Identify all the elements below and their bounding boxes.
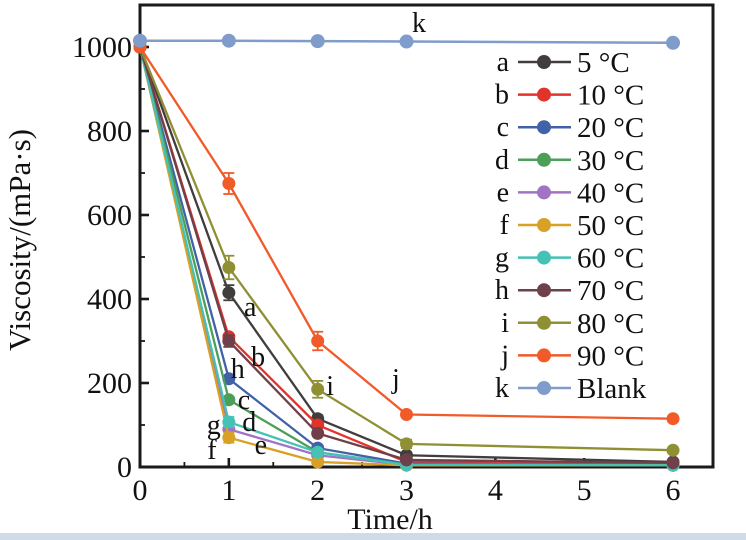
y-tick-label-400: 400 [87, 283, 132, 316]
legend-marker-a [537, 55, 551, 69]
legend-row-g: g 60 °C [495, 243, 644, 275]
legend-marker-b [537, 87, 551, 102]
legend-letter-a: a [497, 47, 510, 78]
x-tick-label-4: 4 [488, 474, 503, 507]
x-tick-label-2: 2 [310, 474, 325, 507]
legend-letter-k: k [495, 373, 509, 404]
marker-i-2 [311, 382, 325, 396]
marker-i-1 [222, 261, 236, 274]
legend-letter-j: j [500, 340, 509, 371]
x-axis-title: Time/h [347, 503, 433, 536]
legend-label-b: 10 °C [577, 80, 644, 112]
marker-j-2 [311, 334, 325, 348]
legend-letter-b: b [495, 80, 509, 111]
legend-row-d: d 30 °C [495, 145, 644, 177]
marker-k-2 [310, 34, 325, 49]
legend-row-b: b 10 °C [495, 80, 644, 112]
marker-k-3 [399, 34, 414, 49]
marker-h-3 [400, 453, 414, 467]
series-letter-g: g [207, 410, 221, 441]
plot-frame [138, 3, 715, 469]
legend-letter-f: f [500, 210, 510, 241]
marker-g-2 [311, 445, 325, 459]
legend-label-k: Blank [577, 373, 647, 405]
marker-h-1 [222, 334, 236, 348]
series-letter-b: b [251, 342, 265, 373]
marker-d-1 [222, 393, 236, 407]
x-tick-label-3: 3 [399, 474, 414, 507]
marker-h-2 [311, 426, 325, 440]
legend-letter-c: c [497, 112, 509, 143]
legend-row-e: e 40 °C [497, 177, 645, 209]
legend-label-c: 20 °C [577, 112, 644, 144]
legend-letter-i: i [501, 308, 509, 339]
marker-k-1 [221, 33, 236, 48]
y-tick-label-600: 600 [87, 199, 132, 232]
legend-row-k: k Blank [495, 373, 647, 405]
legend-letter-d: d [495, 145, 509, 176]
marker-i-3 [400, 437, 414, 451]
marker-k-0 [133, 33, 147, 48]
series-letter-a: a [244, 292, 257, 323]
legend-row-i: i 80 °C [501, 308, 644, 340]
x-tick-label-1: 1 [221, 474, 236, 507]
legend-marker-k [537, 381, 551, 395]
legend-label-f: 50 °C [577, 210, 644, 242]
legend-marker-g [537, 250, 551, 265]
series-letter-h: h [231, 354, 245, 385]
legend-row-f: f 50 °C [500, 210, 645, 242]
series-letter-k: k [412, 8, 426, 39]
legend-row-h: h 70 °C [495, 275, 644, 307]
legend-label-a: 5 °C [577, 47, 630, 79]
marker-j-3 [400, 408, 414, 421]
marker-k-6 [666, 35, 681, 50]
legend-label-g: 60 °C [577, 243, 644, 275]
marker-f-2 [311, 455, 325, 469]
legend-row-c: c 20 °C [497, 112, 645, 144]
series-letter-f: f [207, 435, 217, 466]
legend-marker-c [537, 120, 551, 135]
marker-i-6 [666, 443, 680, 457]
legend-marker-h [537, 283, 551, 298]
legend-row-j: j 90 °C [500, 340, 644, 372]
marker-j-6 [666, 412, 680, 426]
legend-marker-f [537, 218, 551, 232]
legend-marker-e [537, 185, 551, 200]
marker-c-1 [222, 372, 236, 386]
legend-row-a: a 5 °C [497, 47, 630, 79]
y-tick-label-200: 200 [87, 367, 132, 400]
marker-h-6 [666, 456, 680, 470]
bottom-strip [0, 533, 746, 540]
series-letter-i: i [326, 371, 334, 402]
y-axis-title: Viscosity/(mPa·s) [2, 129, 37, 351]
x-tick-label-6: 6 [666, 474, 681, 507]
legend-letter-h: h [495, 275, 509, 306]
series-letter-j: j [391, 364, 400, 395]
legend-label-h: 70 °C [577, 275, 644, 307]
legend-label-j: 90 °C [577, 340, 644, 372]
marker-j-1 [222, 177, 236, 190]
legend-label-i: 80 °C [577, 308, 644, 340]
legend-letter-g: g [495, 243, 509, 274]
legend-label-e: 40 °C [577, 177, 644, 209]
series-letter-e: e [255, 430, 267, 461]
series-letter-d: d [242, 407, 256, 438]
x-tick-label-5: 5 [577, 474, 592, 507]
x-tick-label-0: 0 [133, 474, 148, 507]
y-tick-label-800: 800 [87, 115, 132, 148]
marker-f-1 [222, 431, 236, 445]
legend-label-d: 30 °C [577, 145, 644, 177]
series-letter-c: c [238, 385, 250, 416]
marker-a-1 [222, 286, 236, 300]
y-tick-label-0: 0 [117, 451, 132, 484]
marker-g-1 [222, 415, 236, 429]
legend-marker-i [537, 315, 551, 330]
legend-marker-d [537, 152, 551, 167]
legend-marker-j [537, 348, 551, 363]
y-tick-label-1000: 1000 [72, 31, 132, 64]
legend-letter-e: e [497, 177, 509, 208]
